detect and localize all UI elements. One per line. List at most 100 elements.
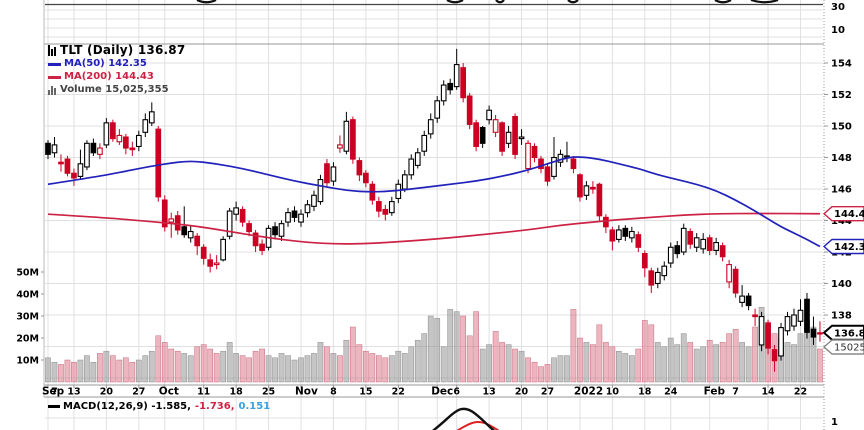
- candle-body: [239, 208, 246, 223]
- candle-body: [343, 120, 350, 152]
- volume-label: Volume 15,025,355: [60, 84, 169, 95]
- volume-bar: [784, 342, 791, 383]
- volume-bar: [64, 359, 71, 383]
- volume-axis-label: 50M: [16, 268, 39, 279]
- candle-body: [596, 183, 603, 217]
- macd-legend-row: MACD(12,26,9) -1.585, -1.736, 0.151: [48, 401, 270, 412]
- volume-bar: [739, 342, 745, 383]
- volume-bar: [570, 309, 577, 383]
- candle-body: [810, 328, 817, 338]
- candle-body: [544, 166, 551, 182]
- candle-body: [499, 122, 505, 152]
- volume-bar: [363, 350, 369, 383]
- candle-body: [226, 210, 233, 237]
- volume-bar: [667, 337, 674, 383]
- volume-bar: [791, 344, 797, 383]
- volume-bar: [278, 353, 285, 383]
- macd-signal-value: -1.736,: [194, 401, 235, 412]
- upper-pane-axis-label: 10: [831, 25, 845, 36]
- symbol-title: TLT (Daily) 136.87: [60, 43, 186, 57]
- ma200-label: MA(200) 144.43: [64, 71, 154, 82]
- volume-bar: [732, 328, 739, 383]
- candle-body: [252, 232, 259, 247]
- ma50-label: MA(50) 142.35: [64, 58, 147, 69]
- volume-bars-icon: [48, 85, 57, 95]
- volume-bar: [45, 357, 51, 383]
- date-axis-month-label: Dec: [431, 386, 453, 398]
- volume-bar: [752, 326, 758, 383]
- candle-body: [220, 238, 226, 261]
- candle-body: [187, 230, 194, 239]
- volume-bar: [187, 355, 194, 383]
- candle-body: [583, 185, 590, 196]
- date-axis-day-label: 14: [761, 387, 775, 398]
- volume-bar: [518, 350, 525, 383]
- volume-bar: [330, 353, 337, 383]
- price-axis-label: 152: [831, 90, 852, 101]
- date-axis-day-label: 13: [482, 387, 495, 398]
- volume-bar: [181, 353, 188, 383]
- price-callout-text: 144.43: [834, 209, 864, 220]
- upper-indicator-curve: [196, 0, 217, 4]
- candle-body: [434, 100, 441, 119]
- candle-body: [330, 166, 337, 182]
- candle-body: [311, 194, 317, 207]
- volume-bar: [551, 357, 557, 383]
- upper-indicator-curve: [567, 0, 579, 4]
- candle-body: [616, 229, 622, 240]
- candle-body: [317, 179, 324, 203]
- candle-body: [161, 199, 168, 228]
- price-axis-label: 150: [831, 122, 852, 133]
- candle-body: [401, 174, 408, 190]
- candle-body: [129, 147, 136, 151]
- candle-body: [492, 119, 499, 133]
- volume-bar: [661, 346, 668, 383]
- candle-body: [259, 243, 265, 251]
- volume-axis-label: 40M: [16, 290, 39, 301]
- candle-body: [142, 119, 149, 133]
- volume-bar: [434, 317, 441, 383]
- volume-bar: [538, 366, 544, 383]
- date-axis-day-label: 27: [541, 387, 554, 398]
- volume-bar: [122, 357, 129, 383]
- price-axis-label: 138: [831, 311, 852, 322]
- volume-bar: [337, 355, 343, 383]
- volume-bar: [220, 350, 226, 383]
- candle-body: [122, 136, 129, 149]
- volume-bar: [609, 346, 616, 383]
- date-axis-day-label: 13: [67, 387, 80, 398]
- volume-bar: [375, 355, 382, 383]
- volume-bar: [408, 346, 415, 383]
- volume-bar: [233, 353, 239, 383]
- candle-body: [752, 314, 758, 318]
- upper-indicator-curve: [714, 0, 732, 4]
- volume-bar: [110, 355, 116, 383]
- date-axis-day-label: 18: [638, 387, 652, 398]
- price-axis-label: 154: [831, 59, 852, 70]
- volume-bar: [479, 348, 486, 383]
- candle-body: [726, 264, 732, 283]
- volume-bar: [544, 364, 551, 383]
- volume-bar: [466, 335, 473, 383]
- candle-body: [110, 122, 116, 140]
- candle-body: [356, 160, 363, 176]
- volume-bar: [414, 339, 421, 383]
- price-axis-label: 140: [831, 279, 852, 290]
- candle-body: [304, 204, 311, 214]
- date-axis-day-label: 7: [732, 387, 739, 398]
- volume-bar: [654, 342, 661, 383]
- candle-body: [577, 174, 583, 198]
- volume-bar: [499, 342, 505, 383]
- candle-body: [71, 172, 77, 179]
- date-axis-month-label: Oct: [159, 386, 179, 398]
- candle-body: [667, 246, 674, 264]
- volume-bar: [745, 346, 752, 383]
- price-callout-text: 136.87: [834, 328, 864, 339]
- volume-bar: [304, 355, 311, 383]
- volume-bar: [207, 348, 214, 383]
- price-axis-label: 146: [831, 185, 852, 196]
- candle-body: [453, 64, 460, 88]
- candle-body: [116, 134, 123, 143]
- candle-body: [713, 242, 720, 251]
